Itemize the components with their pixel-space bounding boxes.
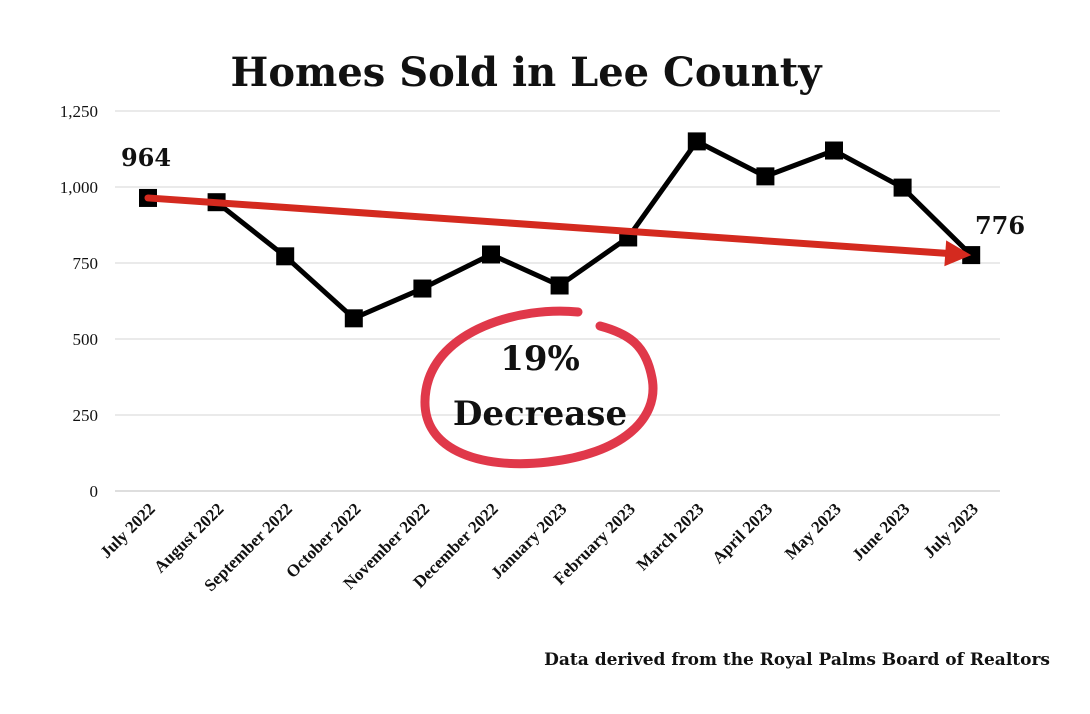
data-point-marker [344,309,363,328]
trend-arrow [144,194,972,267]
y-tick-label: 1,000 [60,178,98,197]
y-tick-label: 500 [73,330,99,349]
data-point-marker [550,276,569,295]
y-tick-label: 250 [73,406,99,425]
data-point-marker [687,132,706,151]
callout-circle [420,306,658,469]
gridlines [115,110,1000,492]
data-point-marker [962,246,981,265]
series-line [139,132,981,328]
x-tick-label: July 2023 [919,499,982,562]
x-tick-label: July 2022 [96,499,159,562]
trend-arrow-shaft [144,194,949,257]
data-point-marker [825,141,843,160]
y-tick-label: 1,250 [60,102,98,121]
x-tick-label: March 2023 [633,499,708,574]
trend-arrow-head [944,240,972,267]
chart-title: Homes Sold in Lee County [231,49,824,96]
data-point-marker [276,247,295,266]
data-point-marker [756,167,775,186]
x-tick-label: June 2023 [848,499,913,564]
x-tick-label: April 2023 [708,499,776,567]
callout-circle-stroke [420,306,658,469]
change-word-label: Decrease [453,394,627,434]
y-axis: 0 250 500 750 1,000 1,250 [60,102,98,501]
y-tick-label: 0 [90,482,99,501]
source-note: Data derived from the Royal Palms Board … [544,650,1050,670]
data-point-marker [893,178,912,197]
change-percent-label: 19% [500,339,580,379]
data-point-marker [482,245,500,264]
x-tick-label: May 2023 [781,499,845,563]
start-value-label: 964 [121,143,171,172]
end-value-label: 776 [975,211,1025,240]
y-tick-label: 750 [73,254,99,273]
data-point-marker [413,279,432,298]
